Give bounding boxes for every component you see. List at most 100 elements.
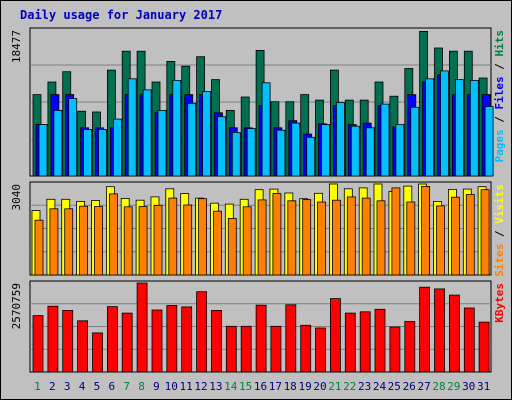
panel-hits-axis-label-part: Hits [493,30,506,57]
day-label: 24 [373,380,387,393]
bar-sites-day-2 [49,208,59,276]
bar-pages-day-9 [157,110,167,177]
panel-visits-axis-label-part: Visits [493,184,506,224]
day-label: 23 [358,380,371,393]
bar-kbytes-day-26 [404,321,416,373]
bar-sites-day-7 [123,206,133,276]
bar-sites-day-8 [138,206,148,276]
day-label: 17 [269,380,282,393]
bar-kbytes-day-28 [434,288,445,373]
bar-sites-day-19 [302,199,312,276]
bar-kbytes-day-16 [255,304,267,373]
day-label: 8 [138,380,145,393]
day-label: 16 [254,380,267,393]
day-label: 18 [284,380,297,393]
panel-hits-axis-label-part: Pages [493,129,506,162]
bar-sites-day-18 [287,200,297,276]
day-label: 6 [108,380,115,393]
bar-sites-day-26 [406,201,416,276]
day-label: 20 [313,380,326,393]
bar-pages-day-31 [484,106,494,177]
bar-kbytes-day-10 [166,305,178,373]
bar-kbytes-day-9 [151,309,163,373]
day-label: 21 [328,380,341,393]
bar-sites-day-5 [94,206,103,276]
bar-kbytes-day-20 [315,327,326,373]
bar-pages-day-7 [127,78,137,177]
panel-hits-max-label: 18477 [10,30,23,63]
bar-pages-day-6 [113,118,122,177]
bar-pages-day-5 [98,128,107,177]
bar-pages-day-13 [217,116,226,177]
bar-sites-day-4 [79,205,88,276]
day-label: 4 [79,380,86,393]
day-label: 29 [447,380,460,393]
day-label: 30 [462,380,475,393]
bar-sites-day-16 [257,199,267,276]
bar-sites-day-15 [242,206,252,276]
bar-pages-day-24 [380,103,390,177]
bar-sites-day-6 [109,193,118,276]
bar-kbytes-day-29 [448,294,460,373]
bar-pages-day-4 [83,128,92,177]
day-label: 9 [153,380,160,393]
day-label: 27 [417,380,430,393]
bar-pages-day-27 [425,78,435,177]
day-label: 22 [343,380,356,393]
bar-kbytes-day-3 [62,309,74,373]
day-label: 5 [94,380,101,393]
day-label: 12 [194,380,207,393]
bar-sites-day-24 [376,200,386,276]
bar-sites-day-13 [213,210,222,276]
panel-kbytes: 2570759 KBytes [10,280,506,373]
bar-pages-day-22 [350,125,360,177]
bar-pages-day-21 [335,102,345,177]
day-label: 2 [49,380,56,393]
bar-kbytes-day-25 [389,326,401,373]
day-label: 26 [403,380,416,393]
bar-sites-day-22 [346,196,356,276]
bar-pages-day-8 [142,89,152,177]
bar-kbytes-day-18 [285,304,297,373]
day-label: 28 [432,380,445,393]
bar-kbytes-day-22 [344,312,356,373]
bar-pages-day-25 [395,124,405,177]
bar-sites-day-11 [183,204,193,276]
bar-sites-day-17 [272,193,282,276]
panel-hits: 18477 Pages / Files / Hits [10,27,506,177]
day-label: 19 [298,380,311,393]
bar-kbytes-day-1 [32,315,44,373]
bar-kbytes-day-23 [359,311,371,373]
panel-hits-axis-label-part: / [493,57,506,77]
bar-pages-day-10 [172,80,182,177]
bar-kbytes-day-15 [240,325,252,373]
bar-pages-day-26 [410,106,420,177]
day-label: 14 [224,380,238,393]
chart-title: Daily usage for January 2017 [20,8,222,22]
bar-kbytes-day-6 [107,306,118,373]
bar-sites-day-3 [64,208,74,276]
bar-sites-day-28 [436,205,445,276]
panel-visits-axis-label: Sites / Visits [493,184,506,277]
panel-kbytes-max-label: 2570759 [10,283,23,329]
day-label: 25 [388,380,401,393]
bar-sites-day-1 [34,219,44,276]
bar-pages-day-20 [321,124,330,177]
panel-visits-max-label: 3040 [10,184,23,211]
bar-sites-day-10 [168,197,178,276]
day-label: 13 [209,380,222,393]
bar-sites-day-29 [450,196,460,276]
day-label: 11 [179,380,192,393]
bar-kbytes-day-4 [77,320,88,373]
bar-sites-day-23 [361,197,371,276]
bar-pages-day-16 [261,82,271,177]
panel-kbytes-axis-label: KBytes [493,283,506,323]
bar-kbytes-day-12 [196,291,208,373]
bar-kbytes-day-7 [121,312,133,373]
bar-pages-day-14 [231,132,241,177]
bar-sites-day-9 [153,204,163,276]
panel-visits: 3040 Sites / Visits [10,181,506,277]
bar-pages-day-18 [291,122,301,177]
